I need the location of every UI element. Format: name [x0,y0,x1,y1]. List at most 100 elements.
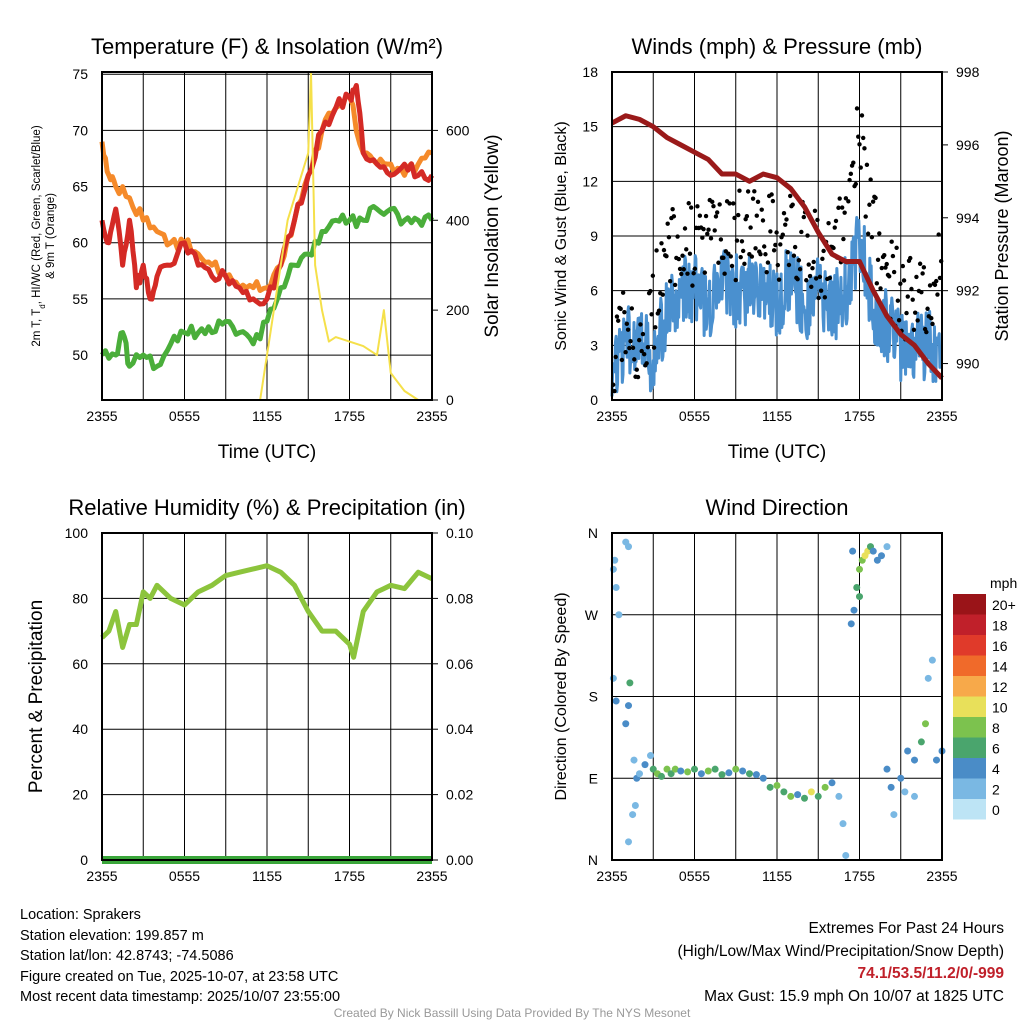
direction-point [850,606,858,614]
gust-point [632,357,637,362]
gust-point [695,204,700,209]
y-tick-label: 9 [590,228,598,244]
gust-point [729,263,735,269]
y-tick-label: E [589,770,598,786]
legend-label: 6 [992,741,1000,757]
x-tick-label: 0555 [169,408,200,424]
legend-label: 0 [992,802,1000,818]
gust-point [639,348,644,354]
charts-canvas: Temperature (F) & Insolation (W/m²)2355 0… [26,34,1017,884]
gust-point [874,281,880,286]
gust-point [734,238,740,243]
y-tick-label: 0 [80,852,88,868]
direction-point [671,765,679,773]
gust-point [629,306,634,311]
gust-point [667,278,673,284]
gust-point [660,292,665,297]
gust-point [755,199,761,205]
gust-point [848,171,854,177]
gust-point [781,211,787,216]
x-tick-label: 1755 [844,408,875,424]
gust-point [833,218,839,224]
y-tick-label: W [585,607,599,623]
y2-tick-label: 200 [446,302,470,318]
gust-point [935,292,940,297]
y2-tick-label: 994 [956,210,980,226]
gust-point [770,198,776,204]
gust-point [776,277,782,282]
legend-title: mph [990,575,1017,591]
gust-point [936,232,941,237]
direction-point [897,774,905,782]
legend-label: 16 [992,638,1008,654]
direction-point [609,565,617,573]
gust-point [714,210,720,215]
direction-point [924,674,932,682]
gust-point [843,196,849,201]
x-tick-label: 1155 [252,408,282,424]
subscript-d: d [38,304,47,308]
gust-point [815,217,820,223]
gust-point [930,321,935,327]
y-tick-label: 55 [72,291,88,307]
gust-point [708,236,714,241]
gust-point [630,345,636,351]
direction-point [890,811,898,819]
x-tick-label: 0555 [679,408,710,424]
gust-point [883,265,888,270]
direction-point [677,767,685,775]
gust-point [837,196,842,201]
gust-point [827,275,832,281]
gust-point [809,284,814,290]
direction-point [856,565,863,573]
gust-point [634,367,639,372]
legend-label: 12 [992,679,1008,695]
direction-point [663,765,671,773]
gust-point [857,142,862,147]
gust-point [739,239,745,244]
direction-point [609,674,617,682]
y2-tick-label: 0.04 [446,721,473,737]
gust-point [785,249,790,255]
x-tick-label: 2355 [86,408,117,424]
gust-point [861,135,866,141]
direction-point [625,702,632,710]
y-tick-label: 15 [582,119,598,135]
gust-point [705,231,710,237]
gust-point [807,273,813,279]
direction-point [878,552,885,560]
direction-point [842,851,850,859]
gust-point [821,248,826,254]
gust-point [811,259,816,265]
direction-point [752,771,760,779]
y2-tick-label: 0 [446,392,454,408]
direction-point [911,792,918,800]
direction-point [704,767,712,775]
gust-point [895,298,901,303]
gust-point [654,248,659,253]
gust-point [932,282,938,288]
gust-point [894,245,899,250]
y-tick-label: 18 [582,64,598,80]
gust-point [826,220,831,226]
gust-point [790,202,795,207]
y-tick-label: 70 [72,122,88,138]
wind-chart: Winds (mph) & Pressure (mb) 2355 0555 1155 1… [553,34,1012,463]
gust-point [810,266,815,271]
direction-point [631,802,639,809]
gust-point [839,205,845,210]
plot-frame [101,532,433,861]
gust-point [623,350,628,355]
gust-point [924,329,929,335]
direction-point [869,547,877,555]
gust-point [786,262,792,268]
legend-swatch [953,737,986,758]
gust-point [822,295,828,300]
gust-point [700,235,705,240]
gust-point [896,318,902,323]
direction-point [887,783,895,791]
y-tick-label: 3 [590,337,598,353]
gust-point [742,261,747,267]
direction-point [922,720,929,728]
